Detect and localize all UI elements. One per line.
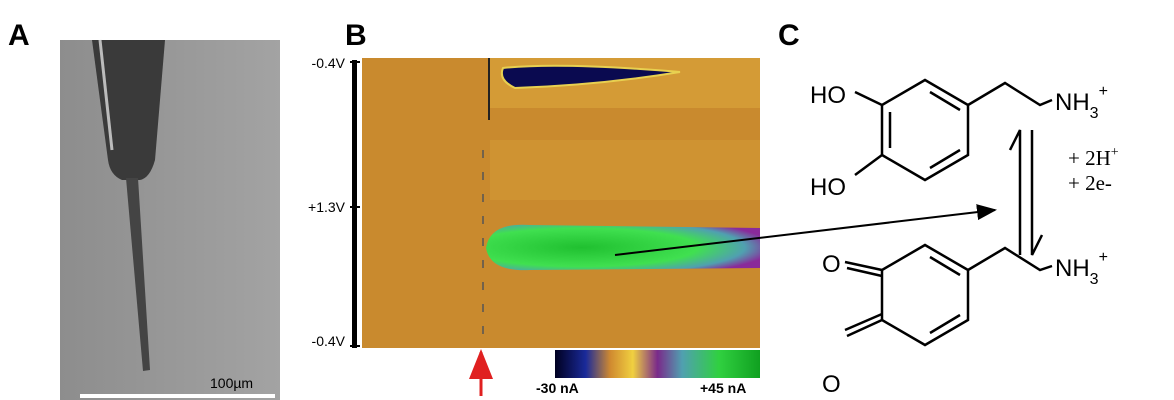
panel-a: A 100µm — [8, 19, 280, 400]
atom-label: O — [822, 371, 841, 398]
panel-b: B -0.4V +1.3V -0.4V -30 nA +45 nA — [308, 19, 997, 396]
fiber — [126, 178, 150, 371]
micrograph — [60, 40, 280, 400]
scale-bar — [80, 394, 275, 398]
atom-label: HO — [810, 82, 846, 109]
potential-bar — [352, 60, 357, 348]
atom-label: O — [822, 251, 841, 278]
amine: NH3+ — [1055, 249, 1108, 288]
ring — [880, 78, 970, 182]
oxidation-peak — [486, 224, 760, 271]
potential-label: -0.4V — [312, 333, 346, 349]
panel-c: C HO HO NH3+ + 2H+ + 2e- O O NH3+ — [778, 19, 1119, 398]
colorbar-max: +45 nA — [700, 380, 746, 396]
reduction-peak — [500, 64, 681, 90]
colorbar — [555, 350, 760, 378]
glint — [98, 39, 114, 151]
panel-label: A — [8, 19, 30, 52]
potential-label: -0.4V — [312, 55, 346, 71]
atom-label: HO — [810, 174, 846, 201]
electrons: + 2e- — [1068, 171, 1112, 195]
panel-label: C — [778, 19, 800, 52]
pointer-arrow — [614, 204, 997, 256]
amine: NH3+ — [1055, 83, 1108, 122]
ring — [880, 243, 970, 347]
colorbar-min: -30 nA — [536, 380, 579, 396]
panel-label: B — [345, 19, 367, 52]
protons: + 2H+ — [1068, 145, 1119, 170]
scale-label: 100µm — [210, 375, 253, 391]
potential-label: +1.3V — [308, 199, 346, 215]
